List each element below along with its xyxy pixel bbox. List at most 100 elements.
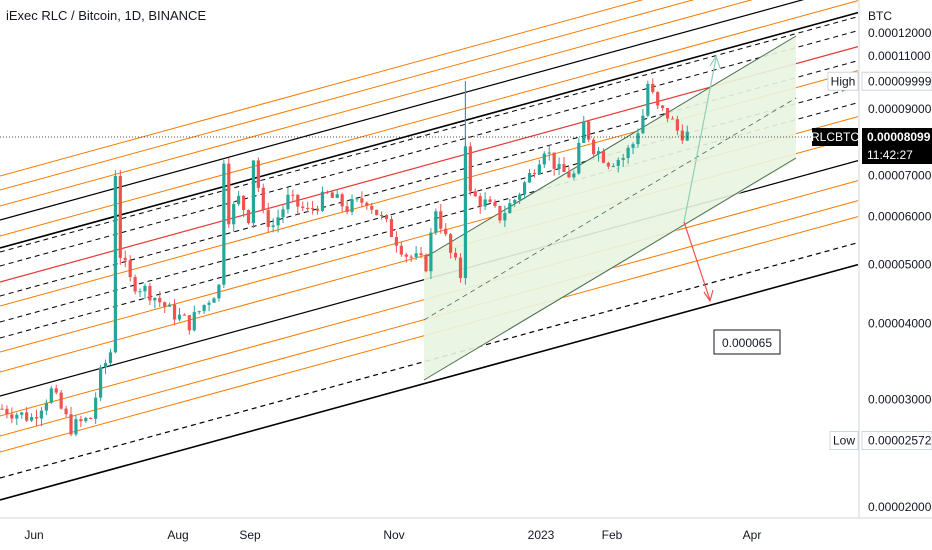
- candle-body: [360, 198, 364, 203]
- candle-body: [498, 205, 502, 221]
- candle-body: [306, 207, 310, 209]
- candle-body: [227, 163, 231, 225]
- channel-line: [0, 0, 753, 207]
- candle-body: [483, 199, 487, 207]
- candle-body: [128, 260, 132, 278]
- candle-body: [310, 208, 315, 210]
- candle-body: [69, 414, 73, 435]
- candle-body: [592, 139, 596, 155]
- y-tick-label: 0.00004000: [868, 317, 932, 331]
- candle-body: [552, 152, 556, 169]
- candle-body: [39, 410, 44, 419]
- x-tick-label: Sep: [239, 528, 261, 542]
- y-unit-label: BTC: [868, 9, 892, 23]
- channel-line: [0, 0, 859, 237]
- candle-body: [10, 414, 14, 419]
- last-price-box: [862, 128, 932, 165]
- candle-body: [168, 304, 172, 307]
- candle-body: [577, 142, 581, 174]
- candle-body: [631, 144, 635, 148]
- candle-body: [29, 417, 34, 421]
- candle-body: [429, 232, 433, 272]
- candle-body: [661, 105, 665, 109]
- candle-body: [414, 253, 418, 257]
- candle-body: [636, 133, 640, 145]
- candle-body: [123, 257, 127, 261]
- candle-body: [626, 147, 630, 158]
- candle-body: [542, 153, 546, 165]
- candle-body: [596, 151, 601, 155]
- candle-body: [340, 194, 344, 207]
- candle-layer: [0, 78, 689, 437]
- candle-body: [187, 315, 191, 331]
- candle-body: [251, 160, 256, 224]
- candle-body: [463, 146, 468, 279]
- candle-body: [138, 291, 142, 293]
- candle-body: [237, 195, 241, 205]
- candle-body: [15, 414, 19, 419]
- candle-body: [217, 284, 221, 299]
- candle-body: [261, 187, 265, 211]
- candle-body: [177, 314, 182, 320]
- candle-body: [582, 121, 586, 143]
- candle-body: [330, 192, 334, 198]
- chart-title: iExec RLC / Bitcoin, 1D, BINANCE: [6, 8, 207, 23]
- x-tick-label: Jun: [24, 528, 43, 542]
- low-tag-box: [829, 430, 859, 450]
- candle-body: [20, 412, 24, 415]
- channel-line: [0, 16, 859, 253]
- candle-body: [532, 173, 537, 175]
- y-tick-label: 0.00003000: [868, 393, 932, 407]
- overlay-layer: 0.000065: [0, 54, 858, 355]
- candle-body: [276, 217, 280, 226]
- candle-body: [59, 392, 63, 409]
- x-tick-label: Feb: [602, 528, 623, 542]
- high-value-label: 0.00009999: [868, 74, 932, 88]
- channel-line: [0, 0, 695, 191]
- candle-body: [513, 199, 517, 204]
- symbol-tag-box: [812, 128, 858, 147]
- candle-body: [345, 206, 349, 212]
- candle-body: [172, 304, 177, 320]
- candle-body: [281, 209, 285, 218]
- candle-body: [527, 173, 532, 183]
- bull-channel-bottom: [423, 157, 797, 381]
- candle-body: [424, 255, 428, 272]
- channel-line: [0, 0, 644, 177]
- candle-body: [675, 119, 680, 131]
- candle-body: [449, 234, 453, 253]
- arrow-down-head: [703, 289, 714, 303]
- candle-body: [222, 163, 226, 285]
- candle-body: [246, 210, 251, 224]
- candle-body: [74, 419, 78, 435]
- candle-body: [64, 408, 68, 415]
- x-tick-label: 2023: [528, 528, 555, 542]
- candle-body: [665, 108, 670, 119]
- candle-body: [207, 302, 211, 305]
- y-tick-label: 0.00011000: [868, 49, 931, 63]
- candle-body: [488, 199, 492, 203]
- candle-body: [54, 388, 58, 393]
- candle-body: [567, 171, 571, 178]
- candle-body: [522, 182, 527, 195]
- candle-body: [444, 228, 448, 235]
- low-value-label: 0.00002572: [868, 433, 932, 447]
- candle-body: [153, 297, 157, 301]
- y-tick-label: 0.00005000: [868, 258, 932, 272]
- candle-body: [434, 211, 438, 233]
- candle-body: [493, 202, 497, 206]
- candle-body: [197, 311, 201, 313]
- high-tag-box: [827, 71, 859, 91]
- candle-body: [473, 191, 477, 197]
- candle-body: [182, 314, 187, 316]
- candle-body: [44, 402, 48, 411]
- bull-channel-top: [423, 35, 797, 259]
- candle-body: [291, 194, 295, 196]
- candle-body: [118, 176, 122, 258]
- channel-line: [0, 0, 805, 221]
- candle-body: [394, 236, 398, 246]
- candle-body: [103, 363, 108, 368]
- candle-body: [355, 198, 359, 200]
- candle-body: [606, 162, 610, 167]
